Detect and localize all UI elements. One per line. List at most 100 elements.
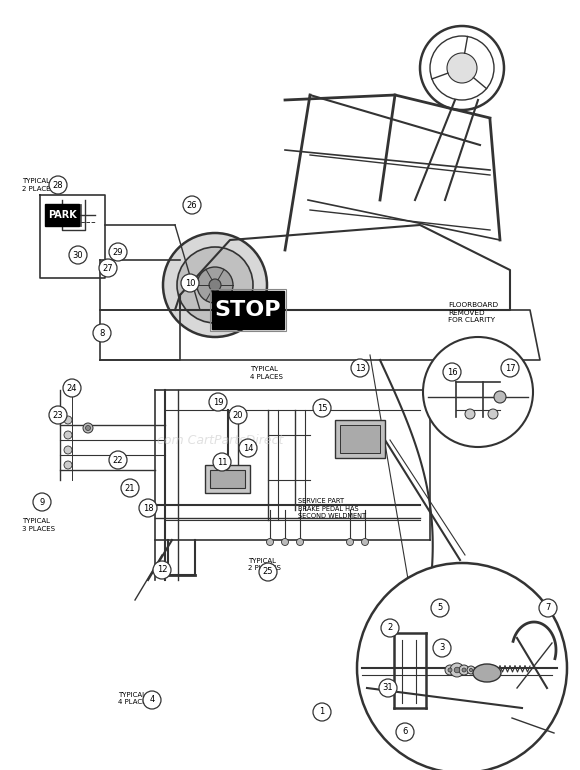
Circle shape	[183, 196, 201, 214]
Text: 20: 20	[233, 410, 243, 420]
Circle shape	[266, 538, 274, 545]
Circle shape	[49, 176, 67, 194]
Text: TYPICAL
3 PLACES: TYPICAL 3 PLACES	[22, 518, 55, 531]
Circle shape	[229, 406, 247, 424]
Circle shape	[83, 423, 93, 433]
Text: 26: 26	[187, 200, 197, 209]
Circle shape	[181, 274, 199, 292]
Circle shape	[313, 703, 331, 721]
Text: 10: 10	[185, 279, 195, 287]
Circle shape	[99, 259, 117, 277]
Text: 15: 15	[317, 403, 327, 413]
Text: 30: 30	[72, 250, 84, 259]
Text: 17: 17	[505, 363, 515, 373]
Bar	[335, 420, 385, 458]
Bar	[45, 204, 79, 226]
Circle shape	[465, 409, 475, 419]
Text: 31: 31	[383, 684, 393, 692]
Text: 27: 27	[103, 263, 113, 273]
Circle shape	[64, 461, 72, 469]
Ellipse shape	[473, 664, 501, 682]
Text: 16: 16	[447, 367, 457, 377]
Circle shape	[223, 463, 227, 467]
Circle shape	[143, 691, 161, 709]
Text: 7: 7	[545, 604, 550, 612]
Text: 12: 12	[157, 565, 167, 574]
Text: 23: 23	[53, 410, 63, 420]
Circle shape	[488, 409, 498, 419]
Text: 28: 28	[53, 180, 63, 189]
Circle shape	[448, 668, 452, 672]
Text: 1: 1	[320, 708, 325, 717]
Circle shape	[63, 379, 81, 397]
Circle shape	[209, 279, 221, 291]
Circle shape	[93, 324, 111, 342]
Text: 14: 14	[243, 444, 253, 453]
Text: FLOORBOARD
REMOVED
FOR CLARITY: FLOORBOARD REMOVED FOR CLARITY	[448, 302, 498, 323]
Circle shape	[501, 359, 519, 377]
Circle shape	[450, 663, 464, 677]
Circle shape	[443, 363, 461, 381]
Text: com CartPartsDirect: com CartPartsDirect	[157, 434, 283, 447]
Text: TYPICAL
2 PLACES: TYPICAL 2 PLACES	[22, 178, 55, 192]
Text: 8: 8	[99, 329, 104, 337]
Circle shape	[381, 619, 399, 637]
Circle shape	[346, 538, 353, 545]
Text: TYPICAL
4 PLACES: TYPICAL 4 PLACES	[118, 692, 151, 705]
Circle shape	[64, 431, 72, 439]
Circle shape	[351, 359, 369, 377]
Circle shape	[213, 453, 231, 471]
Bar	[340, 425, 380, 453]
Text: TYPICAL
2 PLACES: TYPICAL 2 PLACES	[508, 598, 541, 611]
Text: 29: 29	[113, 247, 124, 256]
Circle shape	[33, 493, 51, 511]
Text: 3: 3	[439, 644, 445, 652]
Circle shape	[423, 337, 533, 447]
Circle shape	[361, 538, 368, 545]
Text: 18: 18	[143, 504, 153, 513]
Text: 13: 13	[355, 363, 365, 373]
Circle shape	[447, 53, 477, 83]
Text: 4: 4	[150, 695, 155, 705]
Circle shape	[139, 499, 157, 517]
Text: TYPICAL
2 PLACES: TYPICAL 2 PLACES	[248, 558, 281, 571]
Bar	[210, 470, 245, 488]
Circle shape	[209, 393, 227, 411]
Circle shape	[153, 561, 171, 579]
Text: SERVICE PART
BRAKE PEDAL HAS
SECOND WELDMENT: SERVICE PART BRAKE PEDAL HAS SECOND WELD…	[298, 498, 366, 519]
Circle shape	[467, 666, 475, 674]
Text: 6: 6	[403, 728, 408, 736]
Circle shape	[462, 668, 466, 672]
Circle shape	[64, 416, 72, 424]
Circle shape	[396, 723, 414, 741]
Circle shape	[379, 679, 397, 697]
Circle shape	[109, 243, 127, 261]
Circle shape	[64, 446, 72, 454]
Circle shape	[494, 391, 506, 403]
Circle shape	[239, 439, 257, 457]
Circle shape	[109, 451, 127, 469]
Circle shape	[433, 639, 451, 657]
Circle shape	[539, 599, 557, 617]
Bar	[205, 465, 250, 493]
Text: TYPICAL
4 PLACES: TYPICAL 4 PLACES	[250, 366, 283, 380]
Bar	[212, 291, 284, 329]
Circle shape	[197, 267, 233, 303]
Text: 11: 11	[217, 457, 227, 467]
Text: 9: 9	[39, 497, 45, 507]
Circle shape	[121, 479, 139, 497]
Circle shape	[454, 667, 460, 673]
Circle shape	[49, 406, 67, 424]
Circle shape	[431, 599, 449, 617]
Text: 2: 2	[387, 624, 393, 632]
Circle shape	[163, 233, 267, 337]
Text: 25: 25	[263, 567, 273, 577]
Circle shape	[259, 563, 277, 581]
Bar	[210, 289, 286, 331]
Circle shape	[85, 426, 90, 430]
Circle shape	[357, 563, 567, 770]
Text: 21: 21	[125, 484, 135, 493]
Text: 19: 19	[213, 397, 223, 407]
Circle shape	[445, 665, 455, 675]
Circle shape	[281, 538, 288, 545]
